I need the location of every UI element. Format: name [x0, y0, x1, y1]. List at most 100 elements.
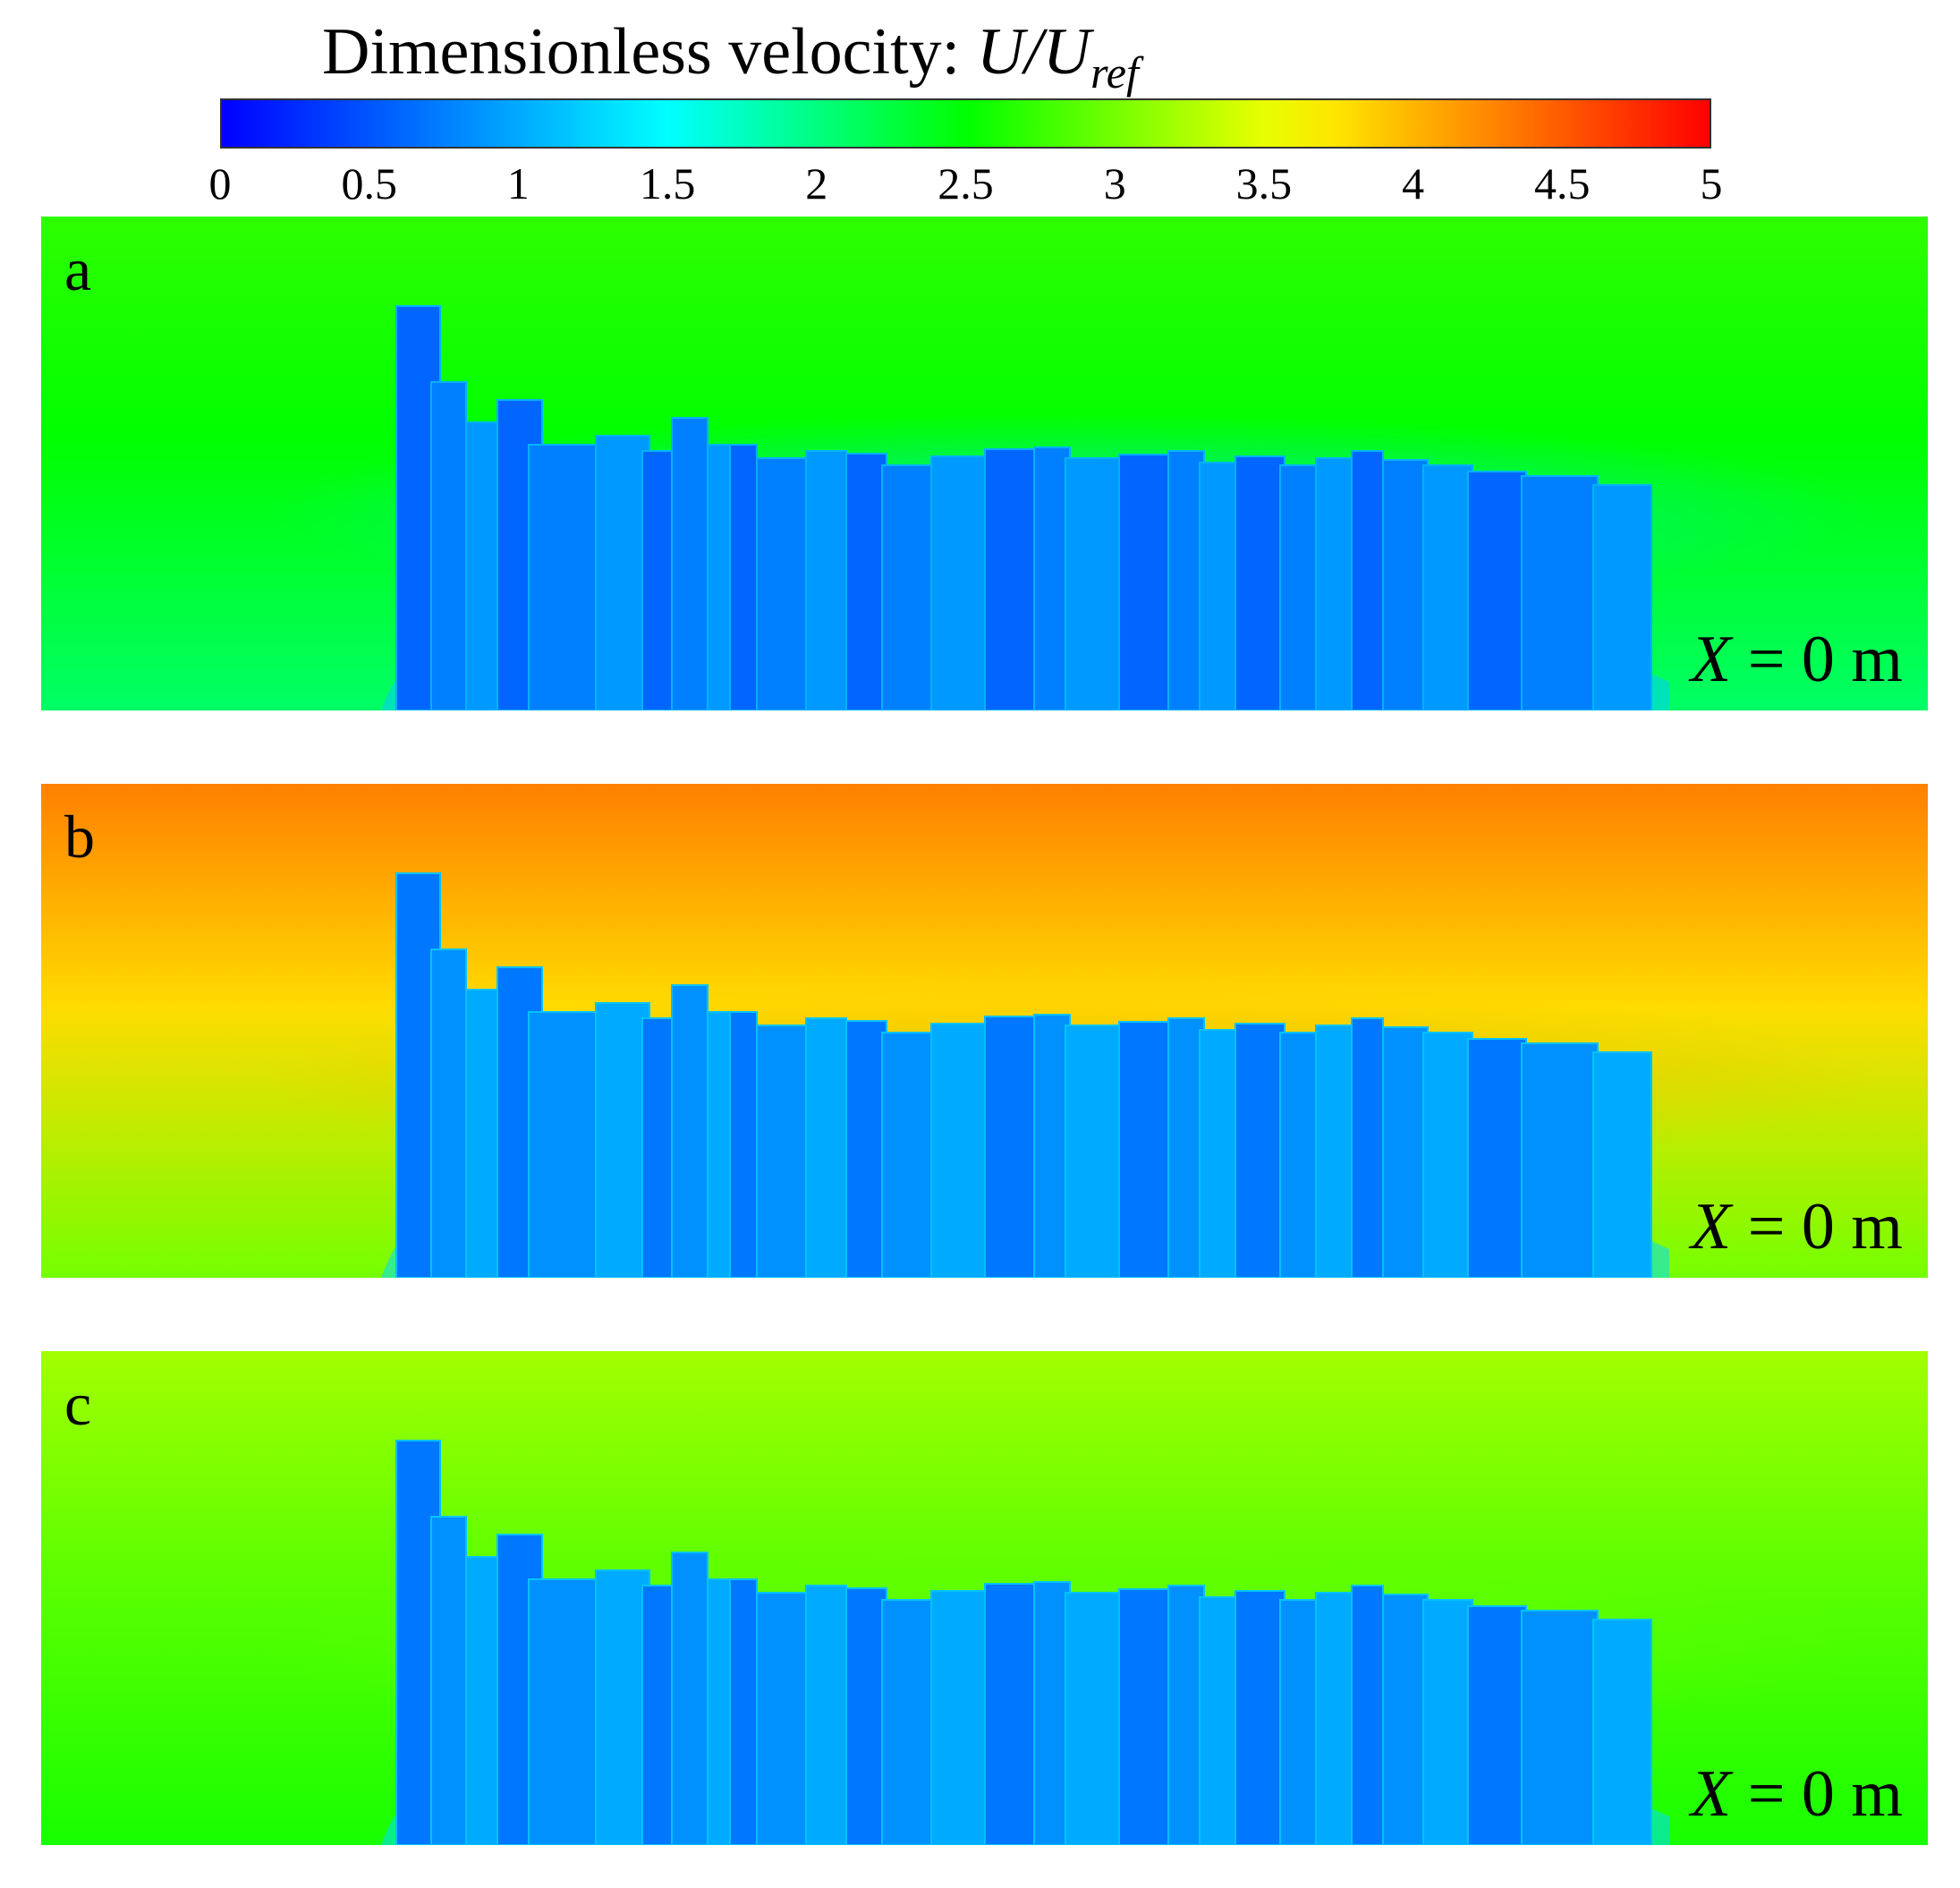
building-block	[729, 444, 758, 710]
building-block	[1592, 484, 1652, 710]
building-block	[845, 1020, 887, 1278]
building-block	[1521, 1610, 1599, 1845]
building-block	[845, 453, 887, 710]
panel-c: c X = 0 m	[41, 1351, 1928, 1845]
position-label-c: X = 0 m	[1691, 1756, 1903, 1833]
building-block	[1521, 475, 1599, 710]
building-block	[1279, 464, 1321, 710]
building-block	[528, 1011, 606, 1278]
panel-a: a X = 0 m	[41, 217, 1928, 710]
building-block	[1351, 450, 1384, 710]
building-block	[1279, 1032, 1321, 1278]
building-block	[671, 417, 708, 710]
building-block	[1315, 457, 1357, 710]
velocity-field-a	[41, 217, 1928, 710]
position-text-c: = 0 m	[1731, 1757, 1903, 1831]
colorbar-tick-label: 4	[1402, 158, 1425, 208]
colorbar	[220, 98, 1711, 149]
building-block	[595, 1569, 650, 1845]
colorbar-tick-label: 1	[506, 158, 530, 208]
building-block	[1199, 1596, 1241, 1845]
building-block	[756, 457, 811, 710]
colorbar-title: Dimensionless velocity: U/Uref	[322, 7, 1396, 98]
building-block	[1315, 1025, 1357, 1278]
building-block	[707, 1011, 731, 1278]
building-block	[845, 1587, 887, 1845]
building-block	[430, 381, 467, 710]
building-block	[1118, 1588, 1174, 1845]
building-block	[1351, 1017, 1384, 1278]
colorbar-title-text: Dimensionless velocity:	[322, 15, 977, 89]
colorbar-tick-label: 3.5	[1235, 158, 1293, 208]
position-text-b: = 0 m	[1731, 1190, 1903, 1263]
building-block	[1065, 1025, 1124, 1278]
building-block	[1235, 455, 1285, 710]
building-block	[1033, 1581, 1071, 1845]
building-block	[1065, 457, 1124, 710]
building-block	[1118, 1021, 1174, 1278]
velocity-field-c	[41, 1351, 1928, 1845]
building-block	[1033, 446, 1071, 710]
position-label-a: X = 0 m	[1691, 622, 1903, 698]
building-block	[1382, 459, 1429, 710]
building-block	[1315, 1592, 1357, 1845]
building-block	[707, 444, 731, 710]
colorbar-tick-label: 0.5	[341, 158, 397, 208]
building-block	[1521, 1042, 1599, 1278]
building-block	[1592, 1051, 1652, 1278]
colorbar-title-variable: U/U	[976, 15, 1091, 89]
building-block	[1235, 1023, 1285, 1278]
colorbar-tick-label: 3	[1103, 158, 1126, 208]
building-block	[1422, 1032, 1473, 1278]
colorbar-tick-label: 2	[805, 158, 828, 208]
building-block	[671, 1552, 708, 1845]
colorbar-title-subscript: ref	[1090, 47, 1139, 98]
position-var-a: X	[1691, 623, 1732, 696]
panel-b: b X = 0 m	[41, 784, 1928, 1278]
position-var-b: X	[1691, 1190, 1732, 1263]
building-block	[430, 948, 467, 1278]
building-block	[1199, 1029, 1241, 1278]
panel-label-c: c	[64, 1370, 92, 1438]
panel-label-a: a	[64, 235, 92, 303]
building-block	[881, 1599, 937, 1845]
building-block	[528, 444, 606, 710]
building-block	[595, 435, 650, 710]
panel-label-b: b	[64, 803, 95, 871]
building-block	[756, 1592, 811, 1845]
building-block	[1199, 462, 1241, 710]
building-block	[707, 1578, 731, 1845]
building-block	[1351, 1585, 1384, 1845]
building-block	[528, 1578, 606, 1845]
colorbar-tick-label: 2.5	[938, 158, 994, 208]
building-block	[1467, 471, 1527, 710]
building-block	[930, 1590, 990, 1845]
building-block	[1422, 464, 1473, 710]
building-block	[805, 1585, 847, 1845]
building-block	[1467, 1605, 1527, 1845]
building-block	[930, 455, 990, 710]
position-label-b: X = 0 m	[1691, 1189, 1903, 1265]
building-block	[729, 1578, 758, 1845]
colorbar-tick-label: 4.5	[1534, 158, 1591, 208]
building-block	[1592, 1619, 1652, 1845]
building-block	[881, 1032, 937, 1278]
building-block	[930, 1023, 990, 1278]
building-block	[430, 1516, 467, 1845]
building-block	[1422, 1599, 1473, 1845]
colorbar-tick-label: 0	[208, 158, 232, 208]
building-block	[1382, 1026, 1429, 1278]
building-block	[1033, 1014, 1071, 1278]
building-block	[1467, 1038, 1527, 1278]
building-block	[1065, 1592, 1124, 1845]
colorbar-tick-label: 5	[1700, 158, 1723, 208]
building-block	[805, 450, 847, 710]
building-block	[1167, 1585, 1205, 1845]
building-block	[1382, 1594, 1429, 1845]
building-block	[671, 984, 708, 1278]
building-block	[1279, 1599, 1321, 1845]
colorbar-tick-label: 1.5	[639, 158, 696, 208]
velocity-field-b	[41, 784, 1928, 1278]
position-var-c: X	[1691, 1757, 1732, 1831]
building-block	[756, 1025, 811, 1278]
